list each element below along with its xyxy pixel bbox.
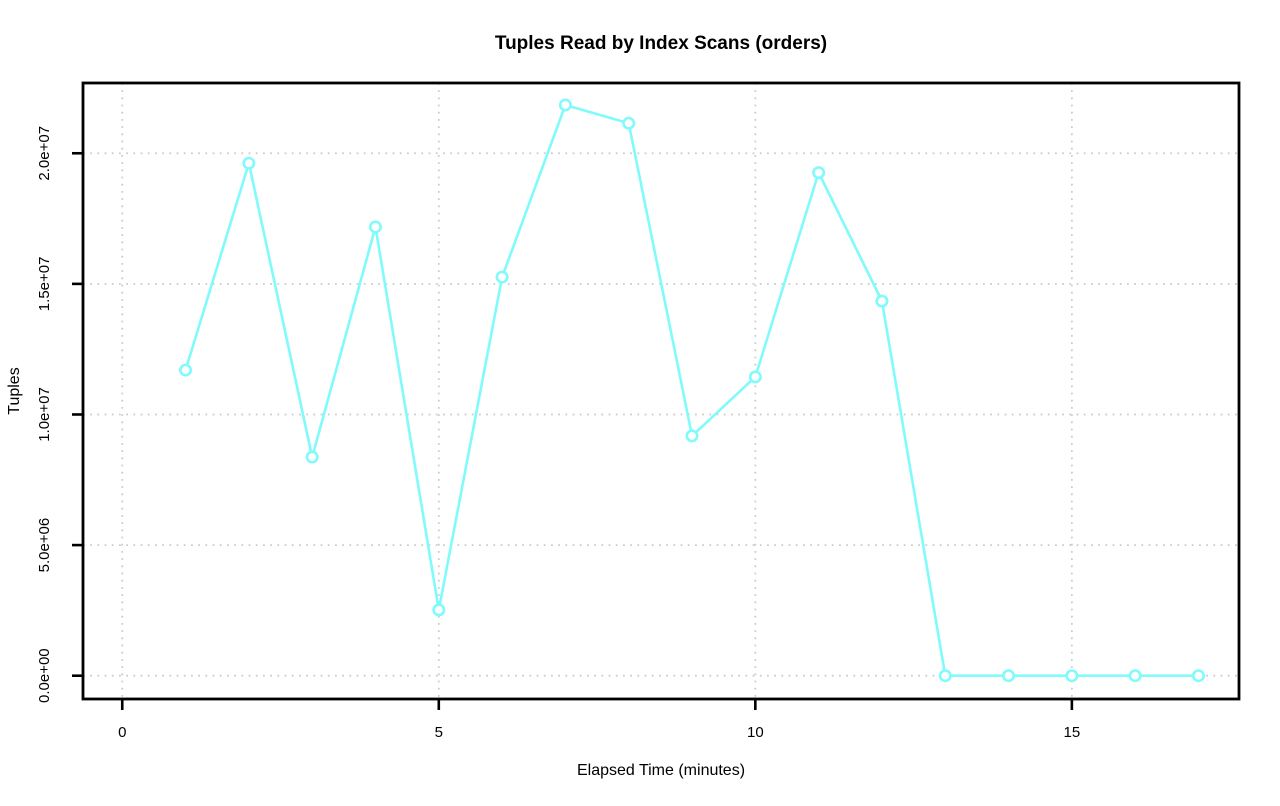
y-tick-label: 1.5e+07 xyxy=(36,257,53,312)
data-point-marker xyxy=(875,294,889,308)
series-line xyxy=(184,103,1200,677)
data-point-marker xyxy=(305,450,319,464)
plot-border xyxy=(81,81,1241,701)
data-point-marker xyxy=(1191,669,1205,683)
chart-title: Tuples Read by Index Scans (orders) xyxy=(495,33,827,54)
data-point-marker xyxy=(368,220,382,234)
y-axis-label: Tuples xyxy=(6,367,23,414)
data-point-marker xyxy=(938,669,952,683)
x-tick-labels: 0 5 10 15 xyxy=(118,724,1080,741)
axis-ticks xyxy=(72,151,1074,710)
data-point-marker xyxy=(685,429,699,443)
x-tick-label: 15 xyxy=(1064,724,1081,741)
x-tick-label: 5 xyxy=(435,724,443,741)
data-point-marker xyxy=(432,603,446,617)
data-point-marker xyxy=(558,98,572,112)
data-point-marker xyxy=(1128,669,1142,683)
y-tick-label: 1.0e+07 xyxy=(36,387,53,442)
data-point-marker xyxy=(179,363,193,377)
gridlines xyxy=(83,83,1239,699)
x-tick-label: 0 xyxy=(118,724,126,741)
data-point-marker xyxy=(1002,669,1016,683)
data-point-marker xyxy=(812,166,826,180)
x-tick-label: 10 xyxy=(747,724,764,741)
y-tick-label: 0.0e+00 xyxy=(36,648,53,703)
y-tick-labels: 0.0e+00 5.0e+06 1.0e+07 1.5e+07 2.0e+07 xyxy=(36,126,53,703)
data-point-marker xyxy=(622,116,636,130)
data-series xyxy=(179,98,1205,683)
data-point-marker xyxy=(242,156,256,170)
data-point-marker xyxy=(495,270,509,284)
data-point-marker xyxy=(1065,669,1079,683)
x-axis-label: Elapsed Time (minutes) xyxy=(577,762,745,779)
data-point-marker xyxy=(748,370,762,384)
y-tick-label: 5.0e+06 xyxy=(36,518,53,573)
y-tick-label: 2.0e+07 xyxy=(36,126,53,181)
